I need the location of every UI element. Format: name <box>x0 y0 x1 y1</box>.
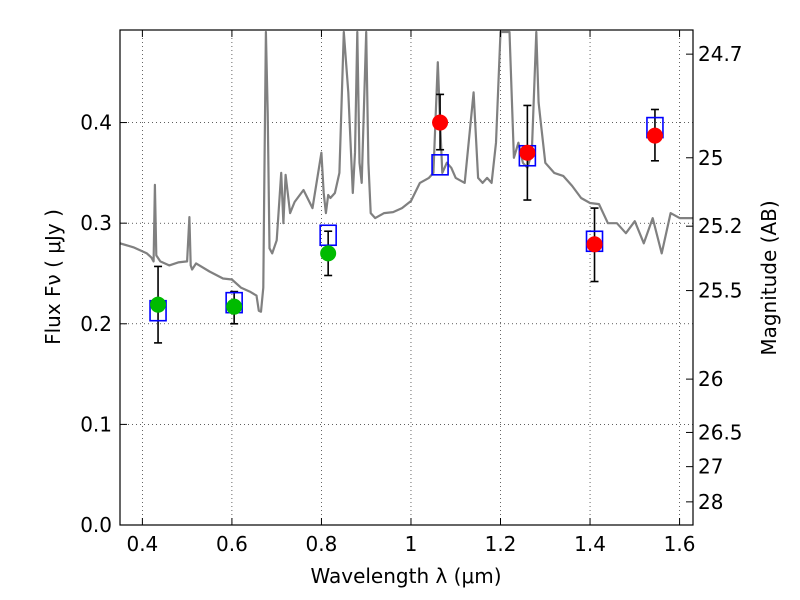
x-tick-label: 1 <box>405 532 418 556</box>
data-point <box>519 144 536 161</box>
data-point <box>646 127 663 144</box>
y2-tick-label: 24.7 <box>698 42 743 66</box>
y-axis-ticks: 0.0 0.1 0.2 0.3 0.4 <box>80 111 127 537</box>
grid-lines <box>120 30 693 526</box>
y-tick-label: 0.3 <box>80 211 112 235</box>
data-points-group <box>150 114 663 315</box>
x-tick-label: 1.2 <box>485 532 517 556</box>
y2-tick-label: 26 <box>698 367 723 391</box>
x-tick-label: 0.6 <box>216 532 248 556</box>
spectrum-line <box>120 30 693 313</box>
data-point <box>150 296 167 313</box>
y-tick-label: 0.0 <box>80 513 112 537</box>
x-tick-label: 0.4 <box>126 532 158 556</box>
y-axis-label: Flux Fν ( μJy ) <box>41 209 65 345</box>
model-box-marker <box>431 154 449 176</box>
x-tick-label: 1.6 <box>664 532 696 556</box>
y2-tick-label: 26.5 <box>698 420 743 444</box>
model-boxes-group <box>149 116 664 322</box>
y-tick-label: 0.4 <box>80 111 112 135</box>
y2-tick-label: 25.5 <box>698 279 743 303</box>
y2-axis-ticks: 24.7 25 25.2 25.5 26 26.5 27 28 <box>686 42 743 514</box>
data-point <box>432 114 449 131</box>
y-tick-label: 0.1 <box>80 412 112 436</box>
x-tick-label: 0.8 <box>306 532 338 556</box>
spectrum-line-group <box>120 30 693 313</box>
data-point <box>320 245 337 262</box>
data-point <box>586 236 603 253</box>
model-box-marker <box>319 224 337 247</box>
y2-tick-label: 27 <box>698 455 723 479</box>
x-axis-label: Wavelength λ (μm) <box>310 564 501 588</box>
y2-axis-label: Magnitude (AB) <box>757 200 781 355</box>
y2-tick-label: 25 <box>698 146 723 170</box>
y2-tick-label: 28 <box>698 490 723 514</box>
data-point <box>226 298 243 315</box>
y-tick-label: 0.2 <box>80 312 112 336</box>
plot-frame <box>119 29 694 526</box>
y2-tick-label: 25.2 <box>698 214 743 238</box>
x-axis-ticks: 0.4 0.6 0.8 1 1.2 1.4 1.6 <box>126 30 695 556</box>
x-tick-label: 1.4 <box>574 532 606 556</box>
